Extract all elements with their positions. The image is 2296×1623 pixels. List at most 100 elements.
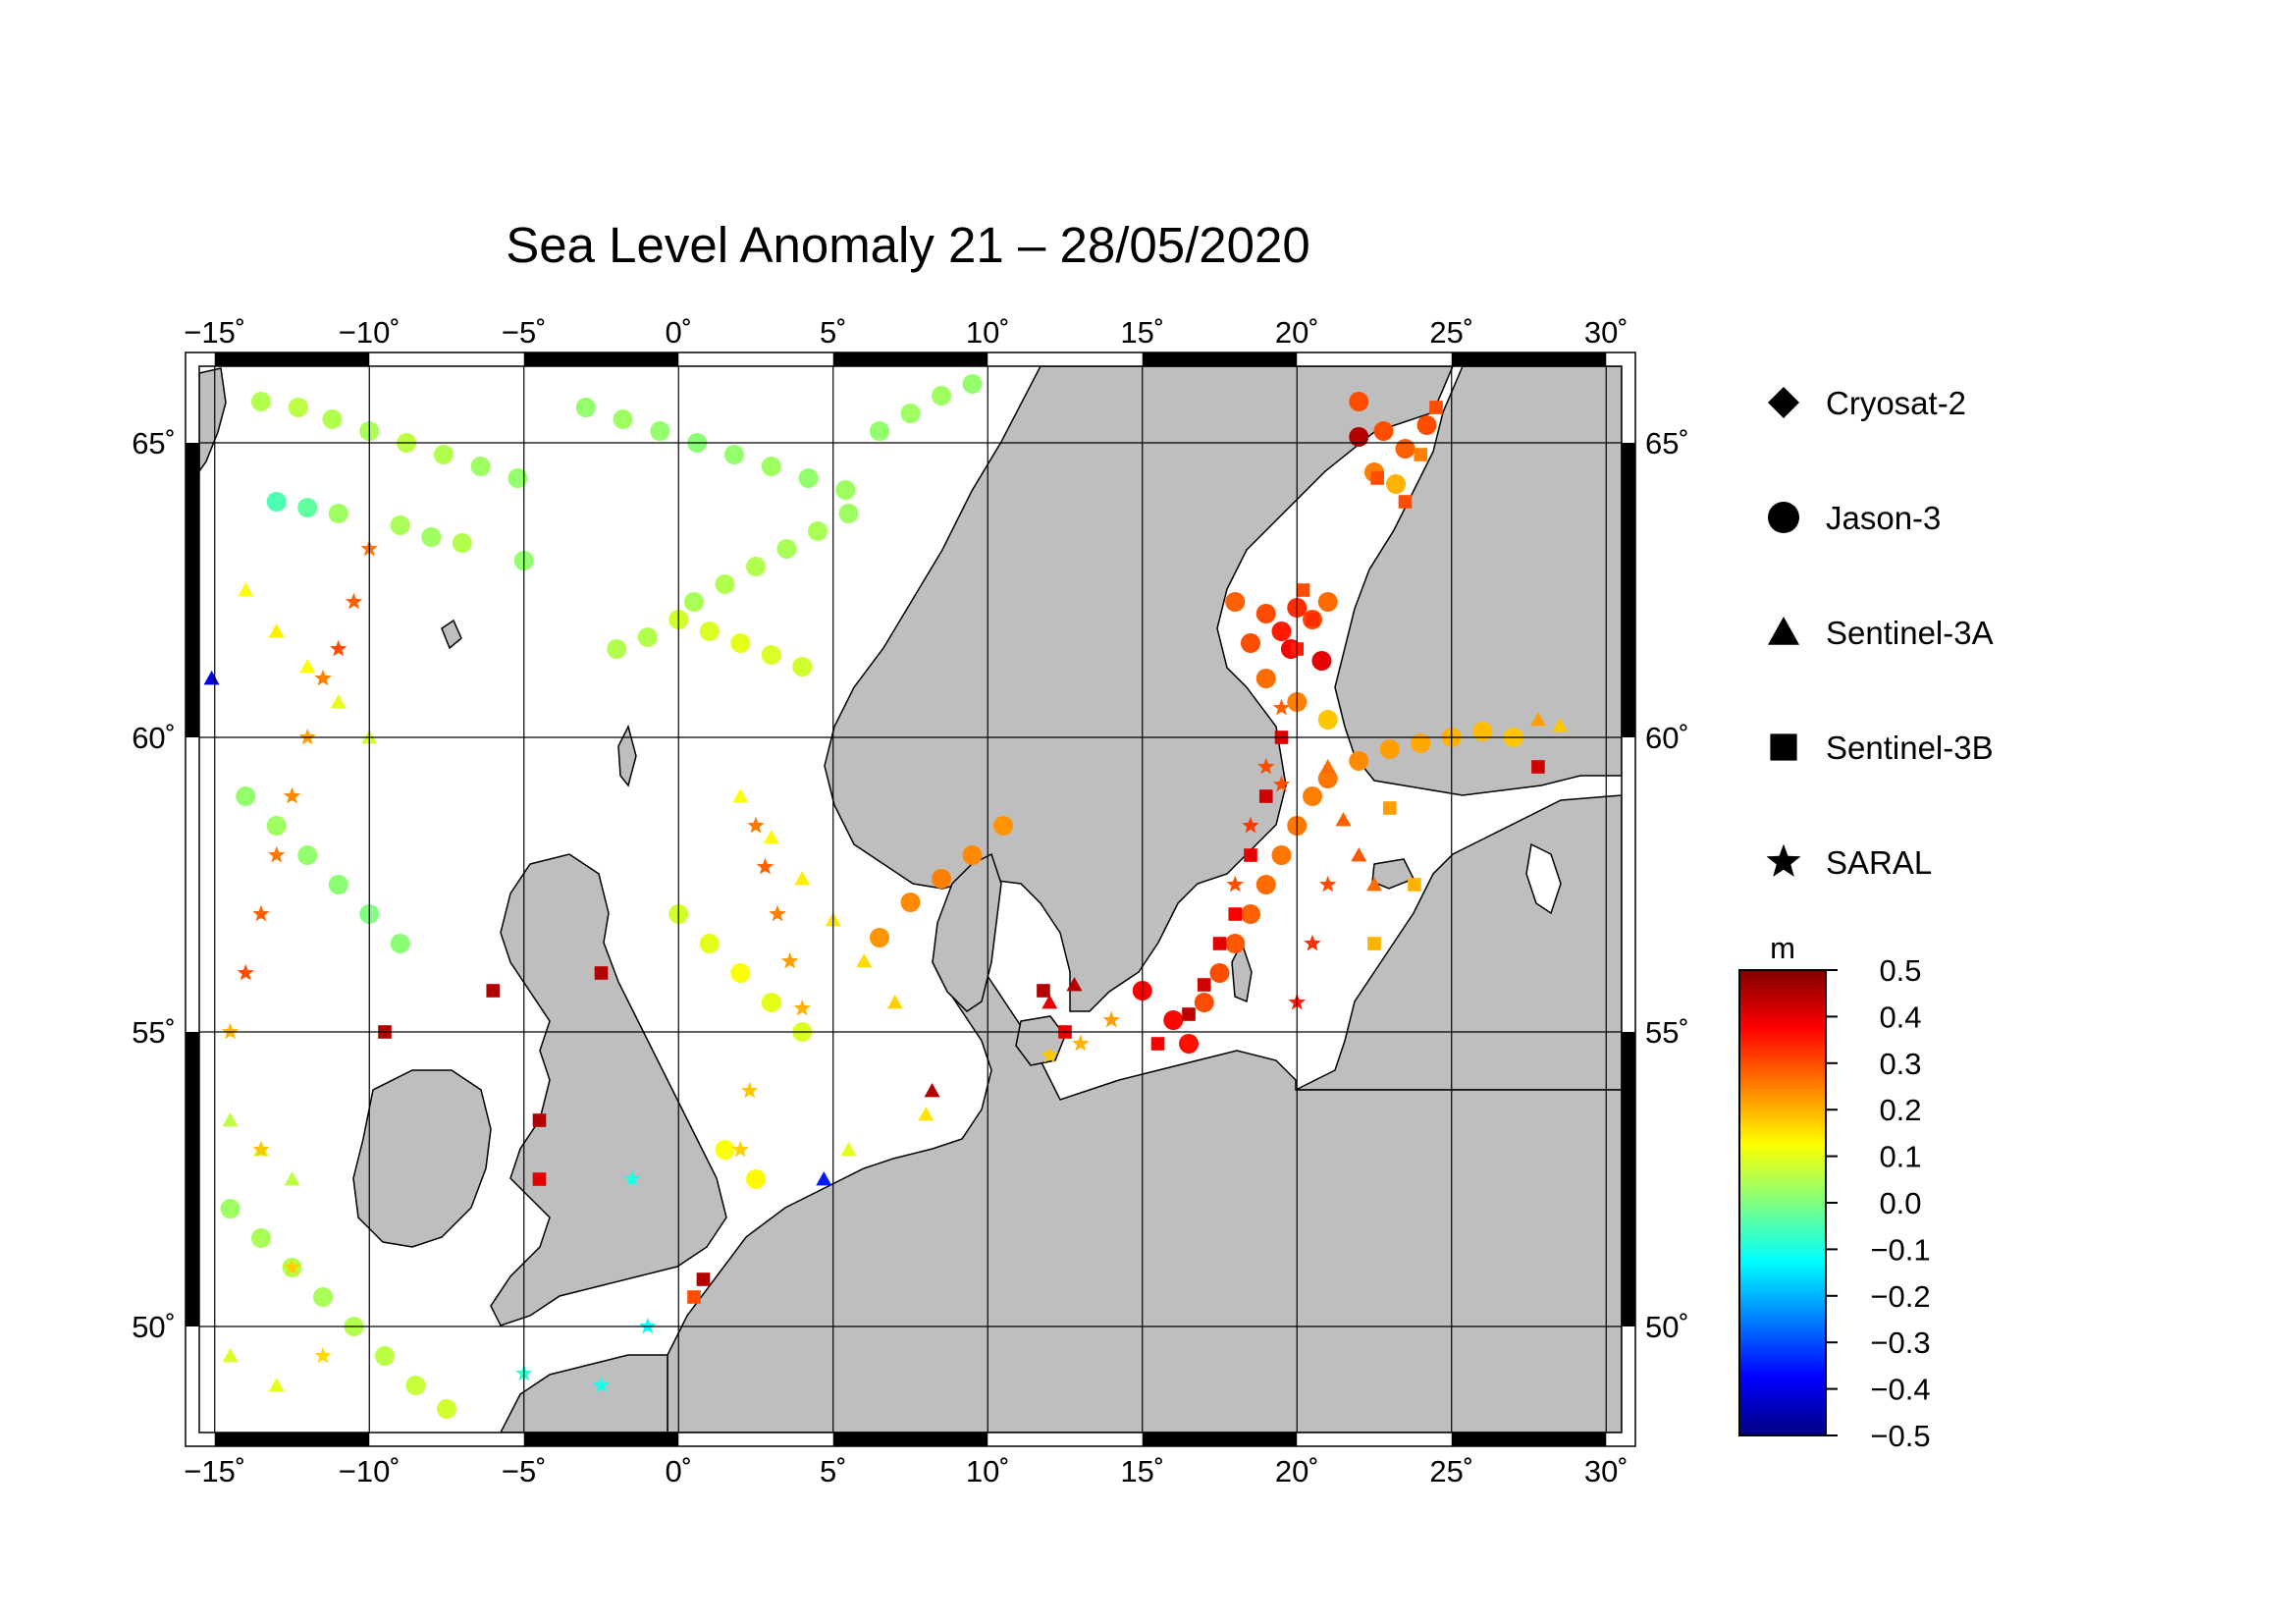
data-point	[1296, 583, 1310, 597]
lon-tick-label: 10˚	[966, 315, 1010, 350]
frame-bar	[214, 352, 370, 366]
data-point	[715, 574, 735, 594]
data-point	[222, 1112, 239, 1127]
data-point	[816, 1171, 832, 1186]
data-point	[237, 963, 254, 981]
data-point	[1319, 875, 1337, 893]
data-point	[266, 492, 287, 512]
data-point	[637, 627, 658, 647]
lat-tick-label: 50˚	[132, 1310, 176, 1344]
data-point	[932, 869, 951, 889]
data-point	[298, 728, 316, 745]
data-point	[1228, 907, 1243, 921]
data-point	[1306, 613, 1319, 626]
map-frame	[185, 352, 1636, 1447]
data-point	[798, 468, 819, 488]
lat-tick-label: 55˚	[132, 1015, 176, 1050]
data-point	[1255, 669, 1276, 688]
data-point	[838, 504, 859, 523]
lat-tick-label: 55˚	[1645, 1015, 1689, 1050]
data-point	[918, 1107, 934, 1121]
frame-bar	[832, 352, 988, 366]
legend-item: Cryosat-2	[1768, 385, 1966, 421]
data-point	[236, 786, 256, 806]
data-point	[1179, 1034, 1199, 1054]
data-point	[1349, 751, 1369, 771]
data-point	[932, 386, 951, 406]
data-point	[1225, 934, 1246, 953]
data-point	[1335, 812, 1352, 827]
data-point	[421, 527, 442, 547]
data-point	[1272, 775, 1291, 792]
data-point	[741, 1081, 759, 1099]
data-point	[284, 1171, 300, 1186]
data-point	[776, 539, 797, 559]
diamond-icon	[1768, 387, 1799, 418]
data-point	[761, 993, 781, 1012]
map-title: Sea Level Anomaly 21 – 28/05/2020	[506, 217, 1310, 273]
data-point	[1163, 1010, 1184, 1030]
data-point	[470, 457, 491, 476]
data-point	[1194, 993, 1214, 1012]
data-point	[330, 639, 347, 657]
colorbar-tick-label: 0.4	[1879, 1000, 1921, 1034]
data-point	[792, 657, 813, 676]
data-point	[687, 1290, 701, 1304]
data-point	[1041, 995, 1058, 1009]
frame-bar	[186, 443, 199, 737]
data-point	[769, 904, 786, 922]
data-point	[1272, 698, 1291, 716]
data-point	[613, 409, 633, 429]
colorbar-gradient	[1738, 969, 1827, 1436]
data-point	[1226, 875, 1244, 893]
data-point	[1317, 710, 1338, 730]
lon-tick-label: −15˚	[184, 315, 245, 350]
data-point	[238, 582, 254, 597]
series-jason-3	[220, 374, 1523, 1419]
legend-label: Cryosat-2	[1826, 385, 1966, 421]
data-point	[699, 934, 720, 953]
data-point	[731, 1140, 749, 1158]
data-point	[1225, 592, 1246, 612]
data-point	[1414, 448, 1428, 461]
data-point	[222, 1348, 239, 1363]
legend-label: Jason-3	[1826, 500, 1941, 536]
frame-bar	[186, 1032, 199, 1326]
lon-tick-label: 25˚	[1429, 315, 1473, 350]
data-point	[252, 1140, 270, 1158]
data-point	[1258, 789, 1273, 803]
series-sentinel-3b	[378, 401, 1545, 1304]
data-point	[575, 398, 596, 417]
data-point	[452, 533, 472, 553]
lat-tick-label: 65˚	[132, 426, 176, 460]
colorbar-tick-label: −0.3	[1870, 1325, 1930, 1360]
lat-tick-label: 50˚	[1645, 1310, 1689, 1344]
data-point	[699, 622, 720, 641]
star-icon	[1766, 843, 1801, 877]
data-point	[1244, 848, 1257, 862]
series-sentinel-3a	[203, 582, 1568, 1392]
data-point	[732, 788, 749, 803]
data-point	[297, 845, 318, 865]
data-point	[1072, 1034, 1090, 1052]
data-point	[1472, 722, 1493, 741]
land-layer	[199, 366, 1622, 1433]
data-point	[684, 592, 704, 612]
data-point	[1552, 718, 1568, 732]
lon-tick-label: 25˚	[1429, 1454, 1473, 1488]
data-point	[730, 963, 751, 983]
data-point	[1255, 604, 1276, 623]
data-point	[900, 893, 921, 912]
data-point	[251, 1228, 271, 1248]
lon-tick-label: 5˚	[820, 1454, 847, 1488]
lon-tick-label: 20˚	[1275, 315, 1319, 350]
data-point	[1257, 757, 1275, 775]
data-point	[1182, 1007, 1196, 1021]
data-point	[793, 999, 811, 1016]
data-point	[1366, 877, 1382, 892]
lon-tick-label: −15˚	[184, 1454, 245, 1488]
data-point	[900, 404, 921, 423]
colorbar-tick-label: 0.2	[1879, 1093, 1921, 1127]
lon-tick-label: −5˚	[502, 1454, 547, 1488]
